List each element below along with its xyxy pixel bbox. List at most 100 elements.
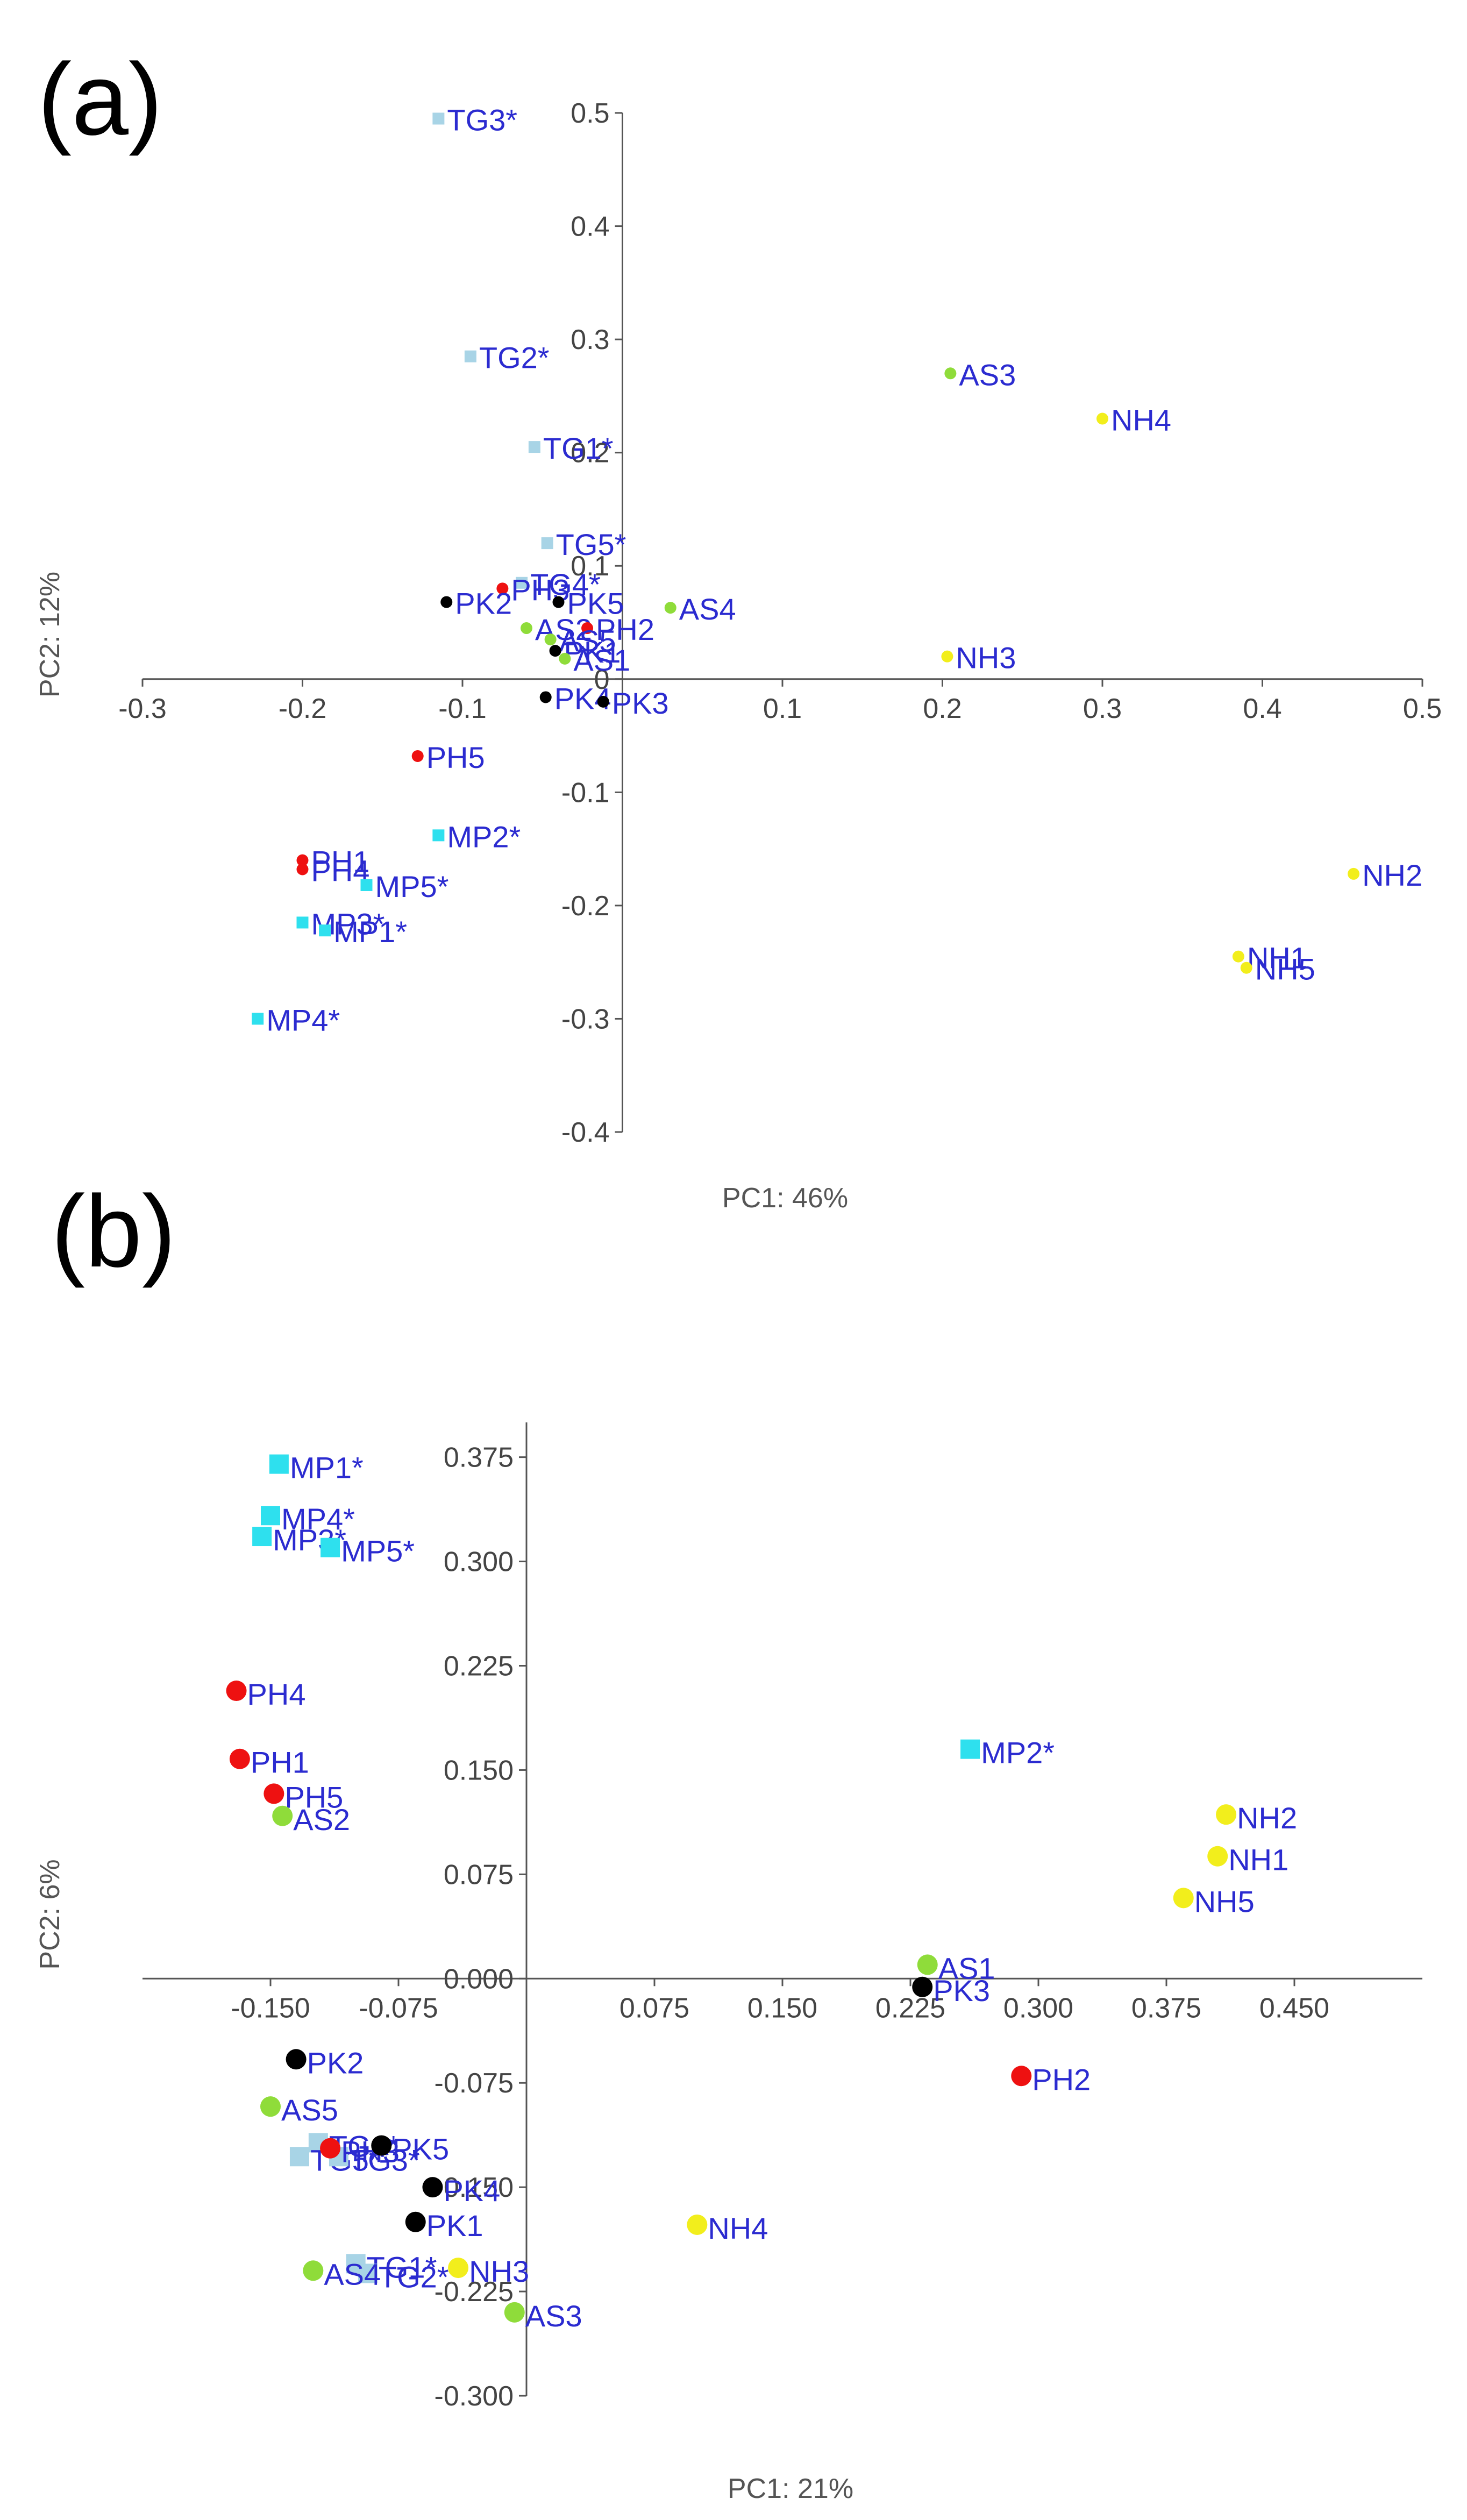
point-as1-marker [559, 652, 571, 665]
point-mp1-marker [269, 1454, 289, 1474]
point-tg5-label: TG5* [556, 528, 626, 561]
y-tick-label: -0.300 [435, 2381, 514, 2412]
point-as5-marker [544, 633, 557, 646]
point-pk2-label: PK2 [455, 587, 512, 621]
x-tick-label: 0.075 [619, 1992, 689, 2024]
y-tick-label: 0.1 [571, 551, 609, 582]
point-mp5-label: MP5* [375, 870, 449, 903]
panel-a-axes: -0.3 -0.2 -0.1 0.1 0.2 0.3 0.4 0.5 0.5 0.4 0.3 0.2 0… [118, 98, 1442, 1148]
x-tick-label: 0.450 [1259, 1992, 1329, 2024]
point-pk3-marker [597, 695, 609, 708]
point-as2-marker [272, 1805, 293, 1826]
point-nh2-marker [1348, 867, 1360, 880]
point-mp2-marker [960, 1739, 980, 1759]
point-tg3-marker [432, 112, 445, 125]
y-tick-label: 0.150 [444, 1755, 514, 1786]
point-as3-label: AS3 [525, 2299, 582, 2333]
panel-b-points: MP1*MP4*MP3*MP5*PH4PH1PH5AS2MP2*NH2NH1NH… [226, 1451, 1297, 2333]
x-tick-label: -0.075 [359, 1992, 438, 2024]
x-tick-label: -0.150 [231, 1992, 310, 2024]
point-as5-marker [260, 2096, 281, 2117]
point-mp4-marker [252, 1013, 264, 1025]
point-as4-label: AS4 [324, 2257, 381, 2291]
point-pk5-label: PK5 [567, 587, 624, 621]
y-tick-label: -0.1 [561, 777, 610, 808]
point-pk4-marker [539, 691, 552, 703]
point-nh5-marker [1173, 1888, 1194, 1909]
point-tg1-marker [528, 441, 540, 453]
point-mp5-label: MP5* [341, 1534, 415, 1568]
x-tick-label: 0.2 [923, 693, 962, 724]
point-ph5-label: PH5 [426, 741, 485, 774]
point-as2-label: AS2 [293, 1803, 350, 1836]
panel-a-label: (a) [38, 42, 162, 156]
y-tick-label: -0.4 [561, 1117, 610, 1148]
point-pk3-label: PK3 [933, 1974, 990, 2008]
point-nh3-marker [941, 650, 953, 663]
point-pk1-marker [549, 645, 561, 657]
point-mp4-label: MP4* [266, 1003, 340, 1037]
y-tick-label: 0.2 [571, 438, 609, 469]
x-tick-label: 0.300 [1003, 1992, 1073, 2024]
point-pk5-marker [552, 596, 565, 608]
point-tg5-marker [289, 2147, 309, 2167]
point-tg3-label: TG3* [447, 103, 517, 137]
y-tick-label: 0 [594, 664, 610, 695]
point-mp1-label: MP1* [333, 915, 407, 949]
y-tick-label: 0.225 [444, 1651, 514, 1682]
point-nh1-label: NH1 [1228, 1843, 1288, 1877]
point-as4-marker [664, 602, 676, 614]
point-nh2-label: NH2 [1362, 858, 1422, 892]
point-nh1-marker [1207, 1846, 1228, 1867]
point-ph5-marker [411, 750, 424, 762]
point-as3-marker [504, 2302, 525, 2323]
point-tg5-marker [541, 537, 553, 550]
point-pk4-label: PK4 [443, 2174, 500, 2208]
point-tg2-marker [464, 350, 476, 362]
y-tick-label: -0.075 [435, 2068, 514, 2099]
point-tg2-marker [358, 2263, 378, 2283]
y-tick-label: -0.3 [561, 1003, 610, 1035]
point-as3-label: AS3 [959, 358, 1016, 391]
panel-b-y-axis-title: PC2: 6% [34, 1859, 66, 1969]
point-pk2-marker [286, 2049, 307, 2070]
point-ph2-marker [581, 622, 594, 635]
point-mp3-marker [252, 1527, 272, 1547]
point-nh2-label: NH2 [1237, 1801, 1297, 1835]
point-ph1-label: PH1 [311, 845, 370, 879]
point-nh5-label: NH5 [1255, 952, 1315, 986]
point-ph2-label: PH2 [1032, 2062, 1091, 2096]
point-nh3-label: NH3 [956, 641, 1016, 675]
point-mp5-marker [321, 1537, 340, 1557]
point-mp1-marker [319, 924, 331, 937]
point-as4-label: AS4 [679, 592, 736, 626]
y-tick-label: 0.3 [571, 324, 609, 355]
panel-b-label: (b) [51, 1174, 176, 1289]
point-pk3-label: PK3 [612, 686, 669, 720]
point-ph3-marker [496, 582, 509, 595]
x-tick-label: 0.225 [875, 1992, 945, 2024]
x-tick-label: 0.375 [1131, 1992, 1201, 2024]
point-tg1-label: TG1* [543, 431, 614, 465]
y-tick-label: 0.000 [444, 1963, 514, 1995]
point-pk1-label: PK1 [426, 2209, 483, 2243]
point-mp3-marker [296, 916, 309, 929]
point-pk2-label: PK2 [307, 2046, 364, 2080]
point-mp2-label: MP2* [981, 1736, 1055, 1770]
x-tick-label: -0.2 [279, 693, 327, 724]
panel-b-x-axis-title: PC1: 21% [728, 2473, 853, 2504]
point-pk3-marker [912, 1976, 933, 1997]
point-nh5-marker [1240, 962, 1252, 974]
panel-b-axes: -0.150 -0.075 0.075 0.150 0.225 0.300 0.375 0.4… [143, 1422, 1422, 2412]
point-as1-label: AS1 [938, 1951, 995, 1985]
point-as5-label: AS5 [281, 2093, 338, 2127]
point-as2-marker [521, 622, 532, 635]
point-ph2-marker [1011, 2066, 1032, 2087]
point-pk2-marker [440, 596, 453, 608]
x-tick-label: 0.1 [763, 693, 802, 724]
y-tick-label: 0.075 [444, 1859, 514, 1890]
panel-a-chart: (a) -0.3 -0.2 -0.1 0.1 0.2 0.3 0.4 0.5 0.5 0.4 0.3… [34, 42, 1442, 1214]
x-tick-label: 0.3 [1083, 693, 1122, 724]
